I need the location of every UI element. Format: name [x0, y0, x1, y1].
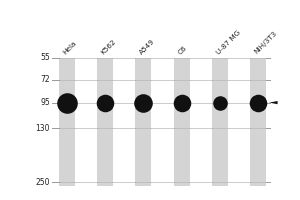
Text: 95: 95 — [40, 98, 50, 107]
Text: C6: C6 — [177, 44, 188, 55]
Bar — [97, 58, 113, 186]
Text: 250: 250 — [36, 178, 50, 187]
Text: 130: 130 — [36, 124, 50, 133]
Bar — [58, 58, 75, 186]
Bar — [174, 58, 190, 186]
Bar — [135, 58, 152, 186]
Text: U-87 MG: U-87 MG — [215, 29, 242, 55]
Point — [218, 101, 223, 104]
Bar — [250, 58, 266, 186]
Text: K562: K562 — [100, 38, 117, 55]
Text: NIH/3T3: NIH/3T3 — [254, 30, 278, 55]
Point — [256, 101, 261, 104]
Point — [64, 101, 69, 104]
Text: Hela: Hela — [62, 39, 77, 55]
Point — [141, 101, 146, 104]
Text: 55: 55 — [40, 53, 50, 62]
Text: 72: 72 — [40, 75, 50, 84]
Polygon shape — [269, 101, 278, 104]
Point — [103, 101, 107, 104]
Text: A549: A549 — [138, 38, 156, 55]
Point — [179, 101, 184, 104]
Bar — [212, 58, 228, 186]
